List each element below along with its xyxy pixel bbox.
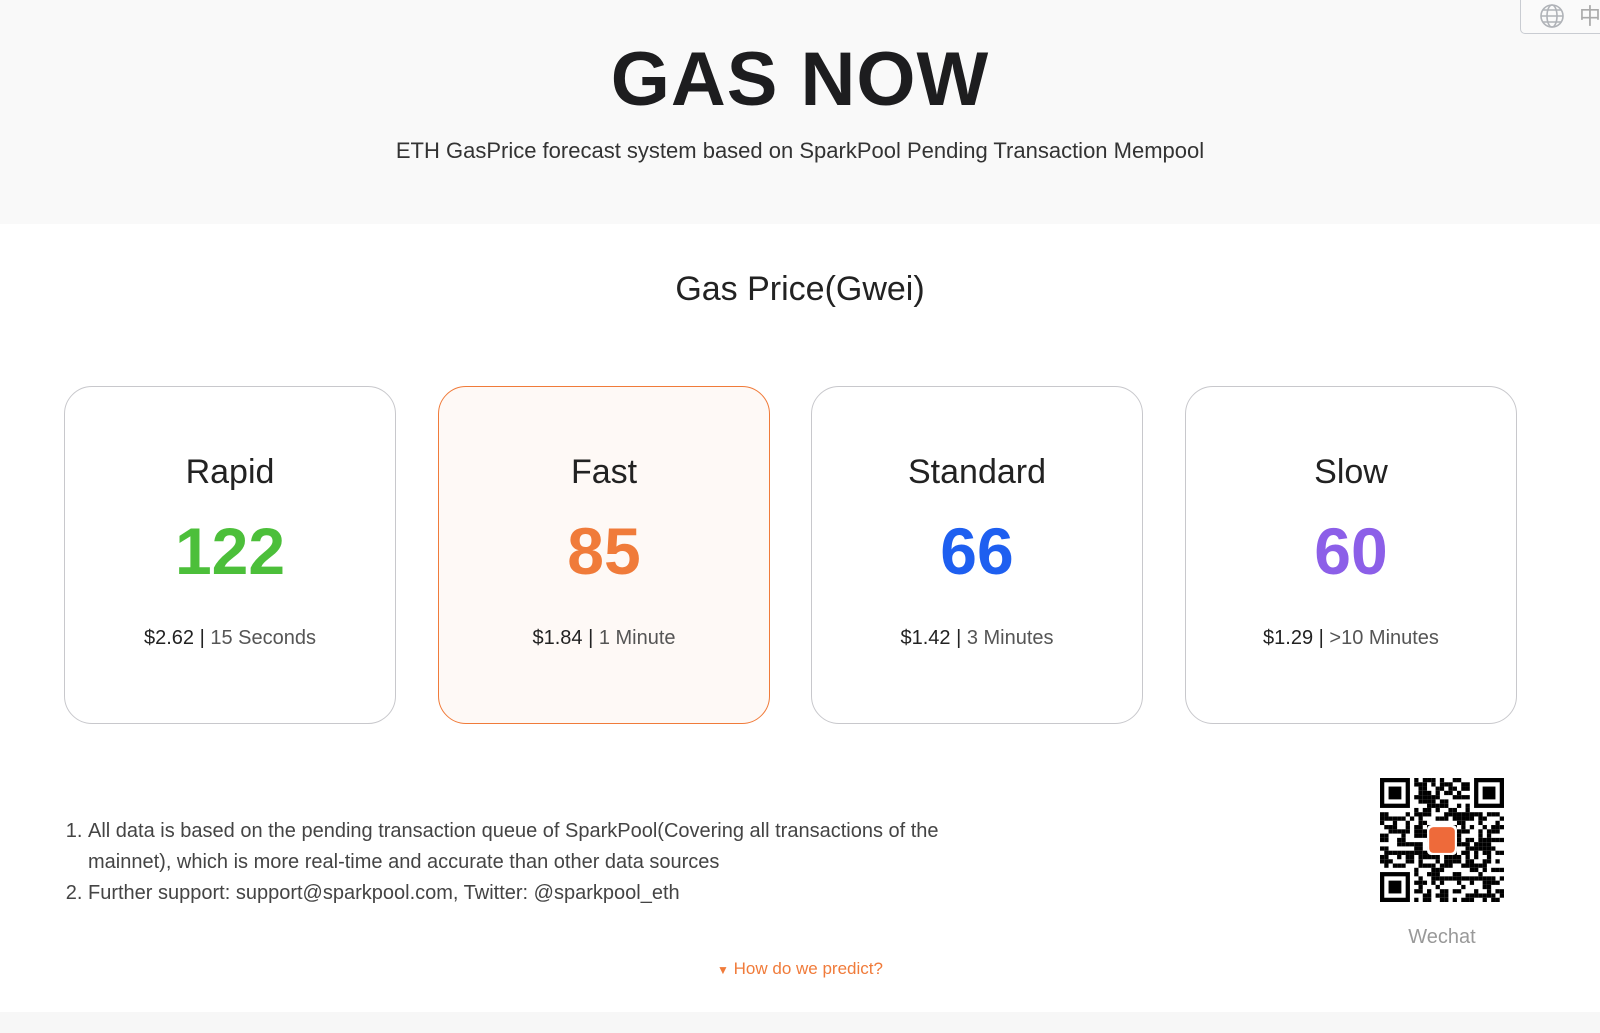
language-label: 中	[1579, 4, 1600, 29]
card-time: 3 Minutes	[966, 627, 1054, 649]
predict-link-text: How do we predict?	[733, 959, 883, 978]
card-level: Standard	[908, 453, 1046, 491]
card-time: 1 Minute	[598, 627, 676, 649]
card-info: $2.62 | 15 Seconds	[143, 627, 316, 649]
card-info: $1.84 | 1 Minute	[532, 627, 676, 649]
header: GAS NOW ETH GasPrice forecast system bas…	[0, 0, 1600, 224]
card-price: 85	[567, 514, 641, 588]
page-title: GAS NOW	[610, 37, 990, 122]
card-time: >10 Minutes	[1329, 627, 1439, 649]
gas-card-rapid[interactable]: Rapid 122 $2.62 | 15 Seconds	[64, 386, 396, 724]
globe-icon	[1540, 4, 1564, 28]
card-info: $1.42 | 3 Minutes	[900, 627, 1054, 649]
gas-card-standard[interactable]: Standard 66 $1.42 | 3 Minutes	[811, 386, 1143, 724]
section-title: Gas Price(Gwei)	[675, 270, 925, 308]
card-usd: $1.84	[532, 627, 583, 649]
card-usd: $1.42	[900, 627, 951, 649]
card-level: Slow	[1314, 453, 1388, 491]
card-info: $1.29 | >10 Minutes	[1263, 627, 1439, 649]
language-switcher[interactable]: 中	[1520, 0, 1600, 34]
note-item: All data is based on the pending transac…	[88, 816, 1024, 878]
wechat-qr-code	[1380, 778, 1504, 902]
card-price: 122	[174, 514, 286, 588]
card-usd: $1.29	[1263, 627, 1314, 649]
qr-label: Wechat	[1408, 926, 1476, 948]
card-price: 60	[1314, 514, 1388, 588]
card-time: 15 Seconds	[210, 627, 316, 649]
caret-down-icon: ▼	[717, 963, 729, 977]
card-level: Fast	[570, 453, 638, 491]
card-usd: $2.62	[143, 627, 195, 649]
page-subtitle: ETH GasPrice forecast system based on Sp…	[395, 138, 1205, 163]
card-price: 66	[940, 514, 1014, 588]
how-do-we-predict-link[interactable]: ▼ How do we predict?	[0, 959, 1600, 979]
note-item: Further support: support@sparkpool.com, …	[88, 878, 1024, 909]
notes-list: All data is based on the pending transac…	[64, 816, 1024, 909]
gas-card-fast[interactable]: Fast 85 $1.84 | 1 Minute	[438, 386, 770, 724]
card-level: Rapid	[185, 453, 275, 491]
footer	[0, 1012, 1600, 1033]
gas-card-slow[interactable]: Slow 60 $1.29 | >10 Minutes	[1185, 386, 1517, 724]
